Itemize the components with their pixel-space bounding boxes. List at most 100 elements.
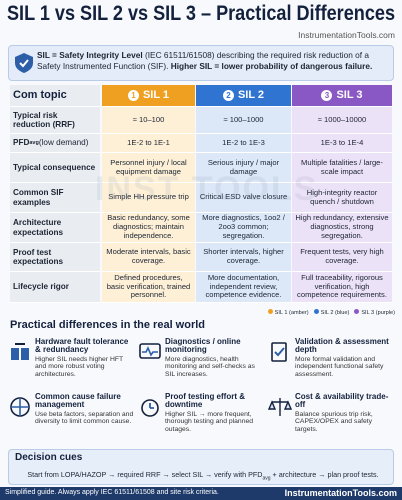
cards: Hardware fault tolerance & redundancy Hig…	[8, 336, 396, 446]
table-cell: ≈ 10–100	[102, 107, 195, 134]
row-label: Proof test expectations	[10, 243, 100, 272]
watermark: INST TOOLS	[95, 170, 319, 208]
table-cell: High redundancy, extensive diagnostics, …	[292, 213, 392, 243]
card-title: Cost & availability trade-off	[295, 392, 389, 410]
column-title: SIL 3	[336, 89, 363, 102]
table-cell: More diagnostics, 1oo2 / 2oo3 common; se…	[196, 213, 291, 243]
card-body: Common cause failure management Use beta …	[35, 392, 135, 426]
card-body: Hardware fault tolerance & redundancy Hig…	[35, 337, 135, 379]
table-cell: Full traceability, rigorous verification…	[292, 272, 392, 303]
section-title: Practical differences in the real world	[10, 319, 206, 331]
cues-text: Start from LOPA/HAZOP → required RRF → s…	[15, 470, 391, 481]
footer-site: InstrumentationTools.com	[284, 488, 397, 498]
table-cell: Defined procedures, basic verification, …	[102, 272, 195, 303]
card: Proof testing effort & downtime Higher SI…	[138, 391, 266, 444]
card: Hardware fault tolerance & redundancy Hig…	[8, 336, 136, 389]
card-text: Higher SIL → more frequent, thorough tes…	[165, 410, 254, 433]
card-icon	[139, 343, 161, 359]
table-cell: 1E-2 to 1E-1	[102, 134, 195, 153]
site: InstrumentationTools.com	[298, 30, 395, 40]
legend-item: SIL 3 (purple)	[354, 309, 395, 316]
card-icon	[268, 398, 292, 416]
card-title: Common cause failure management	[35, 392, 121, 410]
card: Cost & availability trade-off Balance spu…	[268, 391, 396, 444]
column-header: 1 SIL 1	[102, 85, 195, 107]
table-cell: Simple HH pressure trip	[102, 183, 195, 213]
card: Diagnostics / online monitoring More diag…	[138, 336, 266, 389]
intro-plain: (IEC 61511/61508) describing the require…	[37, 50, 369, 71]
table-cell: Shorter intervals, higher coverage.	[196, 243, 291, 272]
footer: Simplified guide. Always apply IEC 61511…	[0, 487, 402, 500]
row-label-sub: avg	[29, 139, 39, 146]
card: Validation & assessment depth More formal…	[268, 336, 396, 389]
column-header: Com topic	[10, 85, 100, 107]
row-label-text: Architecture expectations	[13, 218, 64, 237]
row-label: Typical consequence	[10, 153, 100, 183]
intro-bold: Higher SIL = lower probability of danger…	[170, 60, 373, 71]
comparison-table: Com topic 1 SIL 1 2 SIL 2 3 SIL 3 Typical risk …	[10, 85, 392, 305]
badge: 3	[321, 90, 333, 101]
row-label-rest: (low demand)	[38, 138, 89, 148]
legend-label: SIL 1 (amber)	[274, 310, 309, 316]
table-cell: Frequent tests, very high coverage.	[292, 243, 392, 272]
card-icon	[10, 397, 30, 417]
row-label: PFD avg (low demand)	[10, 134, 100, 153]
card-body: Cost & availability trade-off Balance spu…	[295, 392, 395, 434]
card-title: Proof testing effort & downtime	[165, 392, 245, 410]
row-label-text: Lifecycle rigor	[13, 282, 69, 292]
card-text: More formal validation and independent f…	[295, 355, 384, 378]
column-title: SIL 2	[237, 89, 265, 102]
badge: 2	[222, 90, 234, 101]
card-body: Diagnostics / online monitoring More diag…	[165, 337, 265, 379]
intro-bold: SIL = Safety Integrity Level	[37, 50, 143, 60]
row-label: Lifecycle rigor	[10, 272, 100, 303]
row-label: Typical risk reduction (RRF)	[10, 107, 100, 134]
card-icon	[141, 399, 159, 417]
table-cell: More documentation, independent review, …	[196, 272, 291, 303]
row-label-text: Common SIF examples	[13, 188, 64, 207]
table-cell: ≈ 1000–10000	[292, 107, 392, 134]
legend-label: SIL 2 (blue)	[320, 310, 350, 316]
table-cell: Basic redundancy, some diagnostics; main…	[102, 213, 195, 243]
card-icon	[271, 342, 287, 362]
cues-part: Start from LOPA/HAZOP → required RRF → s…	[27, 470, 263, 479]
cues-box: Decision cues Start from LOPA/HAZOP → re…	[8, 449, 394, 485]
card-icon	[11, 343, 29, 360]
table-cell: ≈ 100–1000	[196, 107, 291, 134]
table-cell: High-integrity reactor quench / shutdown	[292, 183, 392, 213]
footer-note: Simplified guide. Always apply IEC 61511…	[5, 489, 219, 496]
card-title: Hardware fault tolerance & redundancy	[35, 337, 129, 355]
card-text: Balance spurious trip risk, CAPEX/OPEX a…	[295, 410, 373, 433]
row-label: Architecture expectations	[10, 213, 100, 243]
card-body: Proof testing effort & downtime Higher SI…	[165, 392, 265, 434]
column-header: 2 SIL 2	[196, 85, 291, 107]
row-label-text: Typical risk reduction (RRF)	[13, 110, 75, 129]
table-cell: Personnel injury / local equipment damag…	[102, 153, 195, 183]
card: Common cause failure management Use beta …	[8, 391, 136, 444]
row-label-text: Typical consequence	[13, 162, 96, 172]
column-title: SIL 1	[142, 89, 170, 102]
table-cell: Serious injury / major damage	[196, 153, 291, 183]
legend-item: SIL 2 (blue)	[313, 309, 350, 316]
legend: SIL 1 (amber) SIL 2 (blue) SIL 3 (purple…	[250, 309, 395, 316]
card-text: More diagnostics, health monitoring and …	[165, 355, 255, 378]
column-header: 3 SIL 3	[292, 85, 392, 107]
card-title: Validation & assessment depth	[295, 337, 389, 355]
row-label-text: Proof test expectations	[13, 247, 64, 266]
shield-icon	[15, 53, 33, 73]
cues-title: Decision cues	[15, 452, 83, 463]
column-title: Com topic	[13, 89, 67, 102]
table-cell: Moderate intervals, basic coverage.	[102, 243, 195, 272]
title: SIL 1 vs SIL 2 vs SIL 3 – Practical Diff…	[7, 2, 395, 25]
card-title: Diagnostics / online monitoring	[165, 337, 241, 355]
card-text: Higher SIL needs higher HFT and more rob…	[35, 355, 124, 378]
badge: 1	[127, 90, 139, 101]
table-cell: Multiple fatalities / large-scale impact	[292, 153, 392, 183]
table-cell: 1E-2 to 1E-3	[196, 134, 291, 153]
intro-box: SIL = Safety Integrity Level (IEC 61511/…	[8, 45, 394, 81]
row-label-text: PFD	[13, 138, 30, 148]
cues-part: + architecture → plan proof tests.	[270, 470, 379, 479]
card-text: Use beta factors, separation and diversi…	[35, 410, 134, 426]
legend-item: SIL 1 (amber)	[267, 309, 309, 316]
